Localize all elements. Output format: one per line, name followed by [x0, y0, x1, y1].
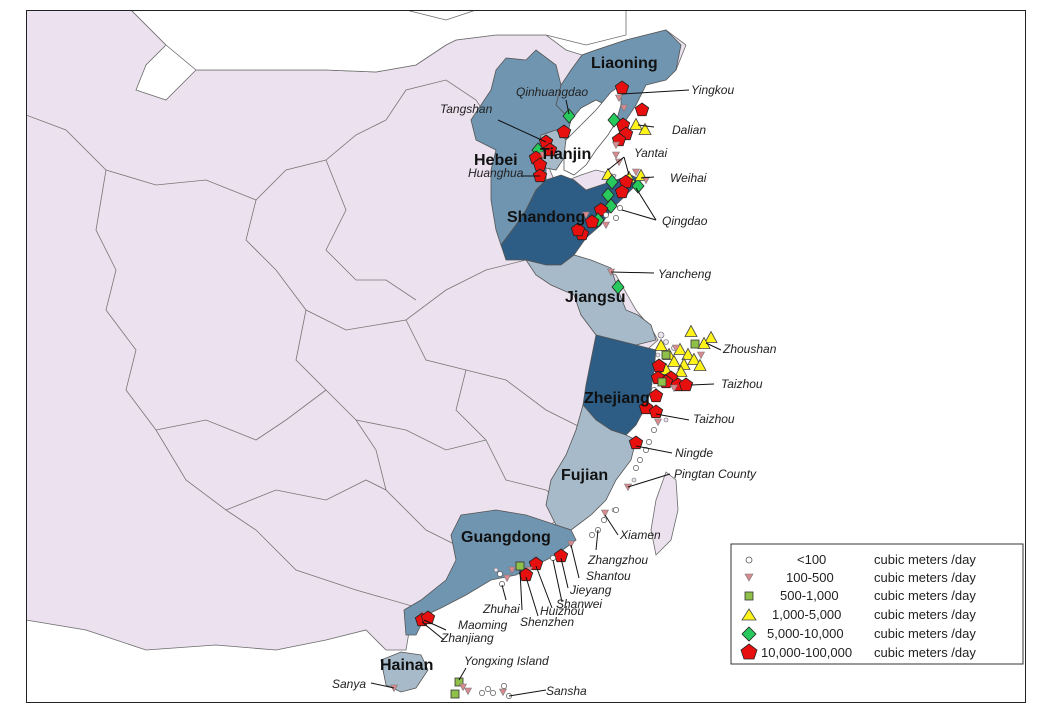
label-dalian: Dalian: [672, 123, 706, 137]
map-border: [26, 10, 1026, 703]
legend-row-10000-100000: 10,000-100,000 cubic meters /day: [740, 643, 976, 660]
legend-range: 1,000-5,000: [772, 607, 841, 622]
legend-range: 500-1,000: [780, 588, 839, 603]
legend-row-500-1000: 500-1,000 cubic meters /day: [744, 588, 976, 603]
province-hainan: [380, 651, 429, 693]
green-diamond-icon: [741, 626, 757, 642]
province-zhejiang: [582, 334, 657, 436]
label-yantai: Yantai: [634, 146, 667, 160]
leader-lines: [370, 89, 722, 697]
label-zhejiang: Zhejiang: [584, 390, 650, 407]
label-ningde: Ningde: [675, 446, 713, 460]
label-pingtan: Pingtan County: [674, 467, 757, 481]
label-huizhou: Huizhou: [540, 604, 584, 618]
legend-row-lt100: <100 cubic meters /day: [745, 552, 976, 567]
label-zhanjiang: Zhanjiang: [440, 631, 494, 645]
province-jiangsu: [525, 254, 657, 346]
label-yancheng: Yancheng: [658, 267, 711, 281]
label-huanghua: Huanghua: [468, 166, 524, 180]
label-hebei: Hebei: [474, 152, 518, 169]
map-frame: Liaoning Hebei Tianjin Shandong Jiangsu …: [25, 9, 1026, 703]
legend-row-5000-10000: 5,000-10,000 cubic meters /day: [741, 626, 976, 642]
pink-triangle-down-icon: [744, 573, 754, 582]
label-qingdao: Qingdao: [662, 214, 708, 228]
label-jieyang: Jieyang: [569, 583, 612, 597]
label-shanwei: Shanwei: [556, 597, 602, 611]
label-hainan: Hainan: [380, 657, 433, 674]
yellow-triangle-up-icon: [741, 608, 757, 621]
label-zhangzhou: Zhangzhou: [587, 553, 648, 567]
legend-unit: cubic meters /day: [874, 645, 976, 660]
label-jiangsu: Jiangsu: [565, 289, 625, 306]
label-zhoushan: Zhoushan: [722, 342, 777, 356]
bohai-sea: [563, 84, 622, 176]
legend-unit: cubic meters /day: [874, 626, 976, 641]
legend-range: 100-500: [786, 570, 834, 585]
label-shandong: Shandong: [507, 209, 585, 226]
label-tangshan: Tangshan: [440, 102, 493, 116]
northern-blank: [130, 9, 627, 73]
white-circle-icon: [745, 556, 753, 564]
map-canvas: Liaoning Hebei Tianjin Shandong Jiangsu …: [25, 9, 1026, 703]
legend-range: 10,000-100,000: [761, 645, 852, 660]
label-qinhuangdao: Qinhuangdao: [516, 85, 588, 99]
legend-unit: cubic meters /day: [874, 588, 976, 603]
legend-unit: cubic meters /day: [874, 607, 976, 622]
legend-unit: cubic meters /day: [874, 552, 976, 567]
legend-row-1000-5000: 1,000-5,000 cubic meters /day: [741, 607, 976, 622]
legend-range: <100: [797, 552, 826, 567]
label-yongxing: Yongxing Island: [464, 654, 549, 668]
legend: <100 cubic meters /day 100-500 cubic met…: [730, 543, 1024, 665]
province-fujian: [545, 404, 637, 531]
label-tianjin: Tianjin: [540, 146, 591, 163]
label-sanya: Sanya: [332, 677, 366, 691]
label-xiamen: Xiamen: [619, 528, 661, 542]
label-weihai: Weihai: [670, 171, 707, 185]
legend-range: 5,000-10,000: [767, 626, 844, 641]
label-taizhou-2: Taizhou: [693, 412, 735, 426]
legend-box: [730, 543, 1024, 665]
olive-square-icon: [744, 591, 754, 601]
label-shantou: Shantou: [586, 569, 631, 583]
label-yingkou: Yingkou: [691, 83, 734, 97]
legend-unit: cubic meters /day: [874, 570, 976, 585]
label-sansha: Sansha: [546, 684, 587, 698]
label-liaoning: Liaoning: [591, 55, 658, 72]
label-shenzhen: Shenzhen: [520, 615, 574, 629]
label-taizhou-1: Taizhou: [721, 377, 763, 391]
taiwan-island: [650, 471, 679, 556]
label-maoming: Maoming: [458, 618, 508, 632]
label-guangdong: Guangdong: [461, 529, 551, 546]
red-pentagon-icon: [740, 643, 758, 660]
label-fujian: Fujian: [561, 467, 608, 484]
label-zhuhai: Zhuhai: [482, 602, 520, 616]
legend-row-100-500: 100-500 cubic meters /day: [744, 570, 976, 585]
province-guangdong: [403, 509, 577, 636]
